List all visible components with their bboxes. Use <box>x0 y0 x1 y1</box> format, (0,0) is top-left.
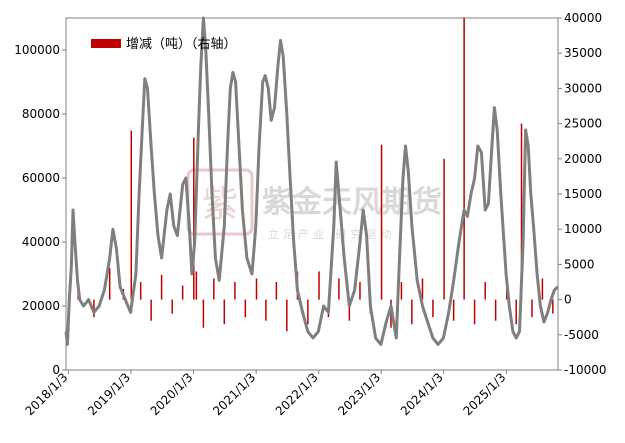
x-tick-label: 2022/1/3 <box>273 370 321 418</box>
right-tick-label: 5000 <box>564 257 595 271</box>
bar-mark <box>171 299 173 314</box>
right-tick-label: -5000 <box>564 328 599 342</box>
right-tick-label: 10000 <box>564 222 602 236</box>
bar-mark <box>275 282 278 300</box>
right-tick-label: 25000 <box>564 117 602 131</box>
x-tick-label: 2019/1/3 <box>85 370 133 418</box>
left-axis: 0 20000 40000 60000 80000 100000 <box>14 43 66 377</box>
x-tick-label: 2024/1/3 <box>398 370 446 418</box>
right-tick-label: 0 <box>564 293 572 307</box>
line-series <box>64 16 559 346</box>
bar-mark <box>473 299 476 325</box>
bar-mark <box>286 299 288 332</box>
left-tick-label: 20000 <box>22 299 60 313</box>
right-tick-label: -10000 <box>564 363 607 377</box>
bar-mark <box>108 267 111 300</box>
bar-mark <box>202 299 205 328</box>
bar-mark <box>520 123 523 300</box>
bar-mark <box>348 299 351 321</box>
bar-mark <box>223 299 226 325</box>
bar-mark <box>255 278 258 300</box>
bar-mark <box>552 299 554 314</box>
bar-mark <box>463 18 465 300</box>
bar-mark <box>432 299 434 318</box>
bar-mark <box>193 137 195 300</box>
bar-mark <box>411 299 413 325</box>
bar-mark <box>541 278 544 300</box>
bar-mark <box>531 299 533 318</box>
right-axis: -10000 -5000 0 5000 10000 15000 20000 25000 3000… <box>558 11 607 377</box>
bar-mark <box>421 278 424 300</box>
left-tick-label: 40000 <box>22 235 60 249</box>
left-tick-label: 60000 <box>22 171 60 185</box>
x-tick-label: 2023/1/3 <box>335 370 383 418</box>
x-tick-label: 2025/1/3 <box>461 370 509 418</box>
bar-mark <box>130 130 133 300</box>
bar-mark <box>318 271 320 300</box>
right-tick-label: 20000 <box>564 152 602 166</box>
bar-mark <box>307 299 309 325</box>
bar-mark <box>213 278 215 300</box>
bar-mark <box>150 299 152 321</box>
bar-mark <box>443 158 445 300</box>
bar-mark <box>452 299 455 321</box>
watermark-logo-char: 紫 <box>202 184 238 225</box>
bar-mark <box>338 278 340 300</box>
bar-mark <box>515 299 517 325</box>
bar-mark <box>93 299 95 318</box>
bar-mark <box>181 285 184 300</box>
bar-mark <box>359 282 361 300</box>
left-tick-label: 80000 <box>22 107 60 121</box>
x-tick-label: 2021/1/3 <box>210 370 258 418</box>
bar-mark <box>160 274 163 300</box>
right-tick-label: 35000 <box>564 46 602 60</box>
x-axis: 2018/1/3 2019/1/3 2020/1/3 2021/1/3 2022/1/3… <box>23 370 509 418</box>
legend-swatch <box>91 39 121 48</box>
left-tick-label: 100000 <box>14 43 60 57</box>
bar-mark <box>265 299 267 321</box>
right-tick-label: 40000 <box>564 11 602 25</box>
bar-mark <box>484 282 486 300</box>
x-tick-label: 2020/1/3 <box>148 370 196 418</box>
bar-mark <box>139 282 142 300</box>
bar-mark <box>380 144 383 300</box>
bar-mark <box>494 299 497 321</box>
right-tick-label: 15000 <box>564 187 602 201</box>
right-tick-label: 30000 <box>564 81 602 95</box>
bar-mark <box>234 282 236 300</box>
bar-mark <box>400 282 403 300</box>
x-tick-label: 2018/1/3 <box>23 370 71 418</box>
bar-mark <box>244 299 247 318</box>
legend-label: 增减（吨）（右轴） <box>126 37 237 52</box>
watermark-title: 紫金天风期货 <box>262 185 442 220</box>
left-tick-label: 0 <box>52 363 60 377</box>
bar-mark <box>195 271 198 300</box>
legend: 增减（吨）（右轴） <box>91 37 237 52</box>
